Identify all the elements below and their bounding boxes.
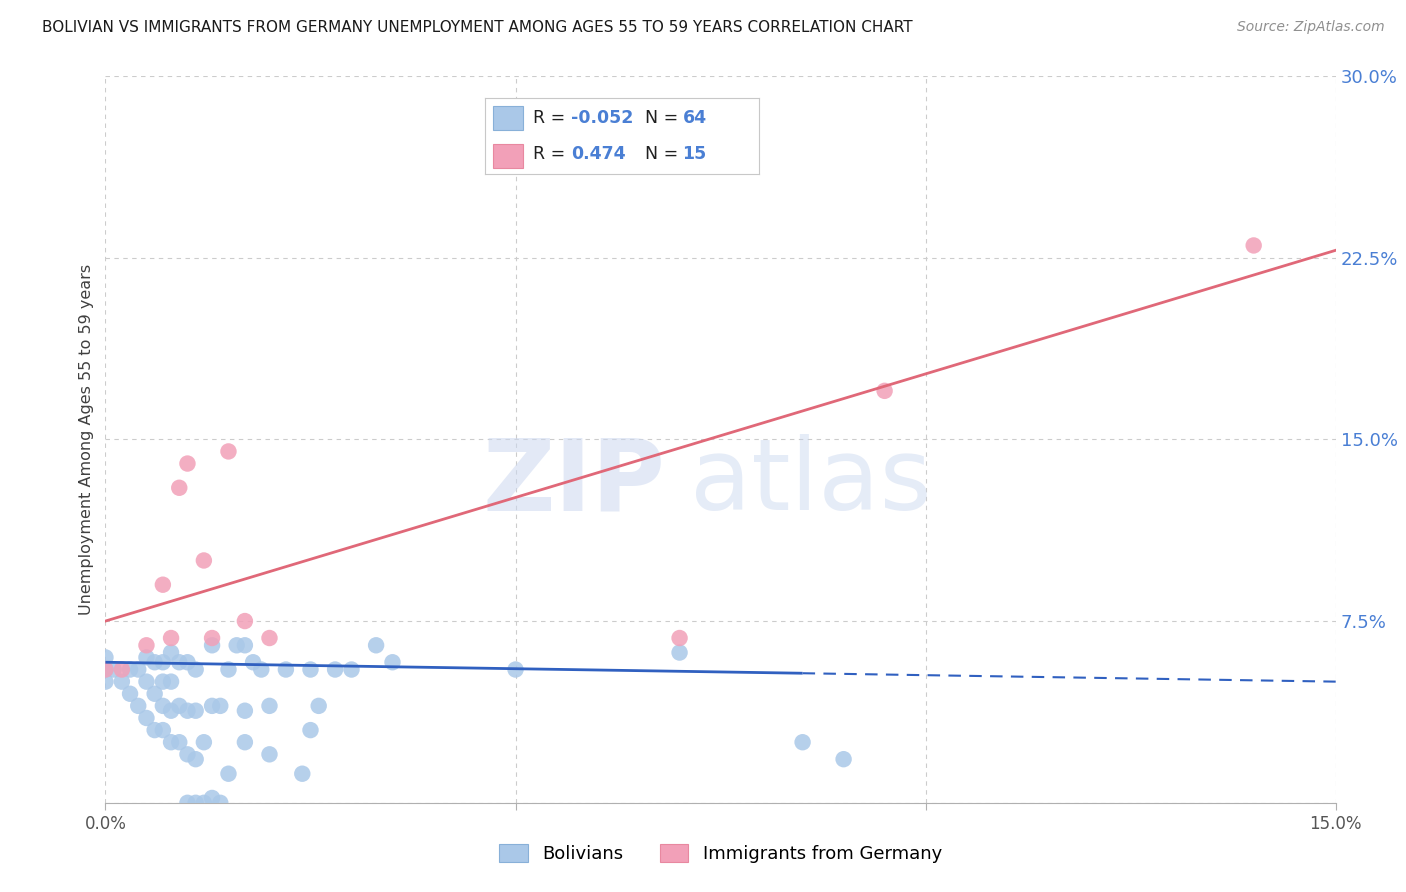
- Text: atlas: atlas: [690, 434, 931, 532]
- Point: [259, 747, 281, 762]
- Point: [143, 655, 166, 669]
- Y-axis label: Unemployment Among Ages 55 to 59 years: Unemployment Among Ages 55 to 59 years: [79, 264, 94, 615]
- Point: [291, 766, 314, 780]
- Point: [152, 674, 174, 689]
- Point: [193, 735, 215, 749]
- Text: BOLIVIAN VS IMMIGRANTS FROM GERMANY UNEMPLOYMENT AMONG AGES 55 TO 59 YEARS CORRE: BOLIVIAN VS IMMIGRANTS FROM GERMANY UNEM…: [42, 20, 912, 35]
- Point: [152, 723, 174, 737]
- Point: [299, 663, 322, 677]
- Point: [299, 723, 322, 737]
- Point: [242, 655, 264, 669]
- Text: 15: 15: [682, 145, 707, 163]
- Point: [184, 796, 207, 810]
- Point: [184, 704, 207, 718]
- Point: [94, 663, 117, 677]
- Point: [135, 711, 157, 725]
- Point: [127, 698, 149, 713]
- Point: [832, 752, 855, 766]
- Point: [323, 663, 346, 677]
- Point: [103, 663, 125, 677]
- Point: [1243, 238, 1265, 252]
- Point: [340, 663, 363, 677]
- Point: [193, 553, 215, 567]
- Text: 0.474: 0.474: [571, 145, 626, 163]
- Point: [152, 655, 174, 669]
- Point: [184, 752, 207, 766]
- Text: -0.052: -0.052: [571, 109, 634, 127]
- Bar: [494, 144, 523, 168]
- Point: [233, 614, 256, 628]
- Point: [111, 674, 134, 689]
- Point: [160, 646, 183, 660]
- Point: [176, 457, 198, 471]
- Point: [873, 384, 896, 398]
- Point: [381, 655, 404, 669]
- Point: [274, 663, 297, 677]
- Point: [218, 663, 240, 677]
- Point: [233, 735, 256, 749]
- Text: R =: R =: [533, 109, 571, 127]
- Point: [668, 646, 690, 660]
- Point: [135, 674, 157, 689]
- Point: [120, 687, 141, 701]
- Point: [201, 698, 224, 713]
- Point: [160, 735, 183, 749]
- Point: [201, 631, 224, 645]
- Point: [209, 698, 232, 713]
- Point: [169, 655, 191, 669]
- Point: [152, 578, 174, 592]
- Point: [233, 638, 256, 652]
- Point: [201, 791, 224, 805]
- Legend: Bolivians, Immigrants from Germany: Bolivians, Immigrants from Germany: [492, 837, 949, 870]
- Point: [176, 704, 198, 718]
- Point: [250, 663, 273, 677]
- Point: [176, 747, 198, 762]
- Text: 64: 64: [682, 109, 707, 127]
- Point: [169, 735, 191, 749]
- Point: [169, 698, 191, 713]
- Text: N =: N =: [645, 145, 685, 163]
- Point: [218, 766, 240, 780]
- Point: [505, 663, 527, 677]
- Point: [366, 638, 388, 652]
- Point: [135, 650, 157, 665]
- Point: [152, 698, 174, 713]
- Point: [184, 663, 207, 677]
- Point: [193, 796, 215, 810]
- Point: [94, 674, 117, 689]
- Point: [259, 698, 281, 713]
- Text: ZIP: ZIP: [482, 434, 665, 532]
- Point: [127, 663, 149, 677]
- Point: [176, 655, 198, 669]
- Point: [209, 796, 232, 810]
- Text: N =: N =: [645, 109, 685, 127]
- Point: [233, 704, 256, 718]
- Point: [135, 638, 157, 652]
- Point: [160, 704, 183, 718]
- Text: R =: R =: [533, 145, 576, 163]
- Point: [160, 674, 183, 689]
- Point: [225, 638, 247, 652]
- Point: [201, 638, 224, 652]
- Point: [94, 650, 117, 665]
- Point: [218, 444, 240, 458]
- Point: [111, 663, 134, 677]
- Point: [120, 663, 141, 677]
- Point: [94, 663, 117, 677]
- Point: [143, 723, 166, 737]
- Bar: [494, 106, 523, 130]
- Point: [792, 735, 814, 749]
- Point: [176, 796, 198, 810]
- Point: [668, 631, 690, 645]
- Point: [259, 631, 281, 645]
- Text: Source: ZipAtlas.com: Source: ZipAtlas.com: [1237, 20, 1385, 34]
- Point: [143, 687, 166, 701]
- Point: [160, 631, 183, 645]
- Point: [308, 698, 330, 713]
- Point: [169, 481, 191, 495]
